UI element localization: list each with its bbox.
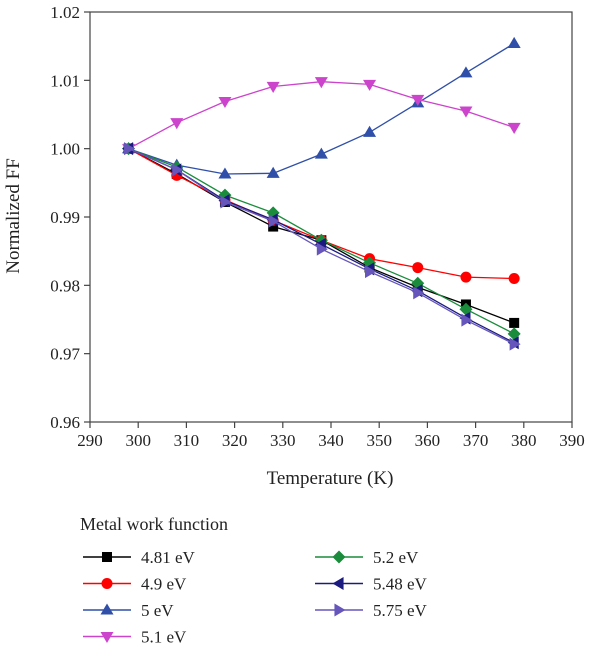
data-point <box>316 242 328 256</box>
legend-marker <box>332 550 346 564</box>
data-point <box>413 286 425 300</box>
x-tick-label: 290 <box>77 431 103 450</box>
x-tick-label: 310 <box>174 431 200 450</box>
x-tick-label: 390 <box>559 431 585 450</box>
legend-marker <box>102 552 112 562</box>
data-point <box>507 36 521 48</box>
data-point <box>314 147 328 159</box>
data-point <box>363 125 377 137</box>
data-point <box>218 167 232 179</box>
legend-label: 4.81 eV <box>141 548 196 567</box>
legend-label: 5.75 eV <box>373 601 428 620</box>
axes: 290 300 310 320 330 340 350 360 370 380 390 0.96 0.9… <box>50 3 585 450</box>
data-point <box>266 166 280 178</box>
x-tick-label: 360 <box>415 431 441 450</box>
legend-item: 4.81 eV <box>83 548 196 567</box>
x-tick-label: 330 <box>270 431 296 450</box>
legend-item: 5.75 eV <box>315 601 428 620</box>
data-point <box>509 317 520 328</box>
y-axis-title: Normalized FF <box>3 158 24 274</box>
data-point <box>459 66 473 78</box>
data-point <box>220 195 232 209</box>
data-point <box>411 94 425 106</box>
y-tick-label: 1.01 <box>50 71 80 90</box>
y-tick-label: 0.97 <box>50 345 80 364</box>
x-tick-label: 350 <box>366 431 392 450</box>
data-point <box>268 214 280 228</box>
series-2 <box>123 143 520 284</box>
legend-marker <box>101 578 113 589</box>
series-line <box>128 81 515 150</box>
data-point <box>459 106 473 118</box>
data-point <box>509 337 521 351</box>
data-point <box>365 265 377 279</box>
y-tick-label: 0.96 <box>50 413 80 432</box>
legend-label: 4.9 eV <box>141 575 187 594</box>
data-point <box>412 262 424 274</box>
series-7 <box>124 142 521 351</box>
x-tick-label: 300 <box>125 431 151 450</box>
legend: 4.81 eV 4.9 eV 5 eV 5.1 eV 5.2 eV 5.48 eV 5.75… <box>83 548 428 647</box>
legend-label: 5.48 eV <box>373 575 428 594</box>
x-tick-label: 380 <box>511 431 537 450</box>
legend-marker <box>334 603 346 617</box>
y-tick-label: 0.99 <box>50 208 80 227</box>
legend-marker <box>332 577 344 590</box>
series-group <box>122 36 521 351</box>
x-tick-label: 340 <box>318 431 344 450</box>
data-point <box>172 163 184 177</box>
legend-item: 5.1 eV <box>83 628 187 647</box>
data-point <box>124 142 136 156</box>
legend-item: 5.2 eV <box>315 548 419 567</box>
y-tick-label: 1.02 <box>50 3 80 22</box>
data-point <box>461 313 473 327</box>
legend-item: 5.48 eV <box>315 575 428 594</box>
series-line <box>128 148 515 280</box>
legend-item: 4.9 eV <box>83 575 187 594</box>
x-axis-title: Temperature (K) <box>267 468 394 489</box>
legend-title: Metal work function <box>80 514 228 534</box>
series-4 <box>122 77 521 156</box>
legend-label: 5 eV <box>141 601 174 620</box>
legend-marker <box>100 603 114 615</box>
x-tick-label: 370 <box>463 431 489 450</box>
legend-label: 5.2 eV <box>373 548 419 567</box>
data-point <box>460 271 472 283</box>
data-point <box>170 118 184 130</box>
legend-marker <box>100 631 114 643</box>
data-point <box>507 122 521 134</box>
y-tick-label: 0.98 <box>50 276 80 295</box>
data-point <box>218 96 232 109</box>
y-tick-label: 1.00 <box>50 140 80 159</box>
plot-frame <box>89 11 573 423</box>
legend-label: 5.1 eV <box>141 628 187 647</box>
plot-area <box>89 11 573 423</box>
data-point <box>363 79 377 91</box>
data-point <box>508 273 520 284</box>
legend-item: 5 eV <box>83 601 174 620</box>
data-point <box>268 221 279 232</box>
data-point <box>314 77 328 89</box>
data-point <box>266 81 280 93</box>
x-tick-label: 320 <box>222 431 248 450</box>
